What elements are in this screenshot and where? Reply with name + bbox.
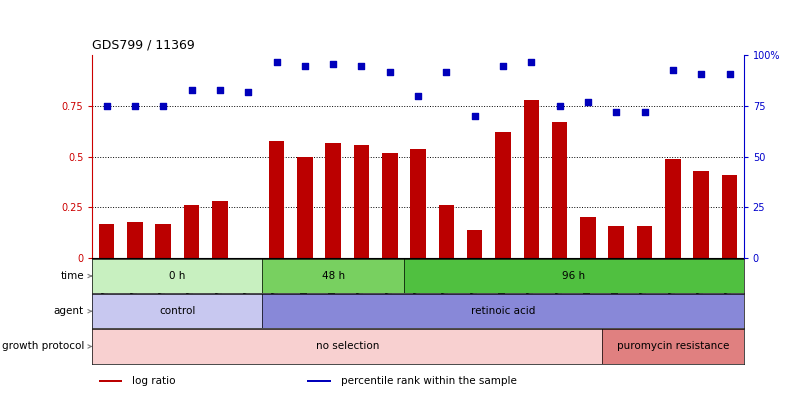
Bar — [495, 132, 510, 258]
Bar — [410, 149, 426, 258]
Bar — [636, 226, 651, 258]
Bar — [325, 143, 340, 258]
Bar — [184, 205, 199, 258]
Bar — [99, 224, 114, 258]
Point — [524, 58, 537, 65]
Bar — [664, 159, 680, 258]
Bar — [99, 380, 122, 382]
Point — [355, 62, 368, 69]
Text: log ratio: log ratio — [132, 376, 176, 386]
Bar — [467, 230, 482, 258]
Bar — [296, 157, 312, 258]
Point — [270, 58, 283, 65]
Bar — [262, 259, 403, 293]
Bar — [608, 226, 623, 258]
Point — [213, 87, 226, 93]
Text: no selection: no selection — [316, 341, 378, 352]
Text: 48 h: 48 h — [321, 271, 344, 281]
Point — [298, 62, 311, 69]
Point — [496, 62, 509, 69]
Bar — [268, 141, 284, 258]
Bar — [262, 294, 743, 328]
Point — [666, 66, 679, 73]
Point — [581, 99, 593, 105]
Text: control: control — [159, 306, 195, 316]
Text: time: time — [60, 271, 84, 281]
Bar — [381, 153, 397, 258]
Bar — [692, 171, 708, 258]
Point — [242, 89, 255, 95]
Bar — [601, 329, 743, 364]
Bar — [307, 380, 330, 382]
Point — [609, 109, 622, 115]
Bar — [92, 294, 262, 328]
Point — [722, 70, 735, 77]
Text: growth protocol: growth protocol — [2, 341, 84, 352]
Point — [467, 113, 480, 119]
Point — [326, 60, 339, 67]
Bar — [127, 222, 143, 258]
Bar — [92, 329, 601, 364]
Bar — [721, 175, 736, 258]
Point — [128, 103, 141, 109]
Text: percentile rank within the sample: percentile rank within the sample — [340, 376, 516, 386]
Point — [439, 68, 452, 75]
Point — [100, 103, 113, 109]
Bar — [212, 201, 227, 258]
Point — [411, 93, 424, 99]
Bar — [580, 217, 595, 258]
Point — [157, 103, 169, 109]
Point — [552, 103, 565, 109]
Bar — [92, 259, 262, 293]
Text: agent: agent — [54, 306, 84, 316]
Bar — [523, 100, 539, 258]
Text: 0 h: 0 h — [169, 271, 185, 281]
Bar — [403, 259, 743, 293]
Bar — [155, 224, 171, 258]
Text: puromycin resistance: puromycin resistance — [616, 341, 728, 352]
Bar — [353, 145, 369, 258]
Bar — [551, 122, 567, 258]
Point — [383, 68, 396, 75]
Text: retinoic acid: retinoic acid — [471, 306, 535, 316]
Text: GDS799 / 11369: GDS799 / 11369 — [92, 38, 195, 51]
Point — [638, 109, 650, 115]
Bar — [438, 205, 454, 258]
Point — [694, 70, 707, 77]
Point — [185, 87, 198, 93]
Text: 96 h: 96 h — [561, 271, 585, 281]
